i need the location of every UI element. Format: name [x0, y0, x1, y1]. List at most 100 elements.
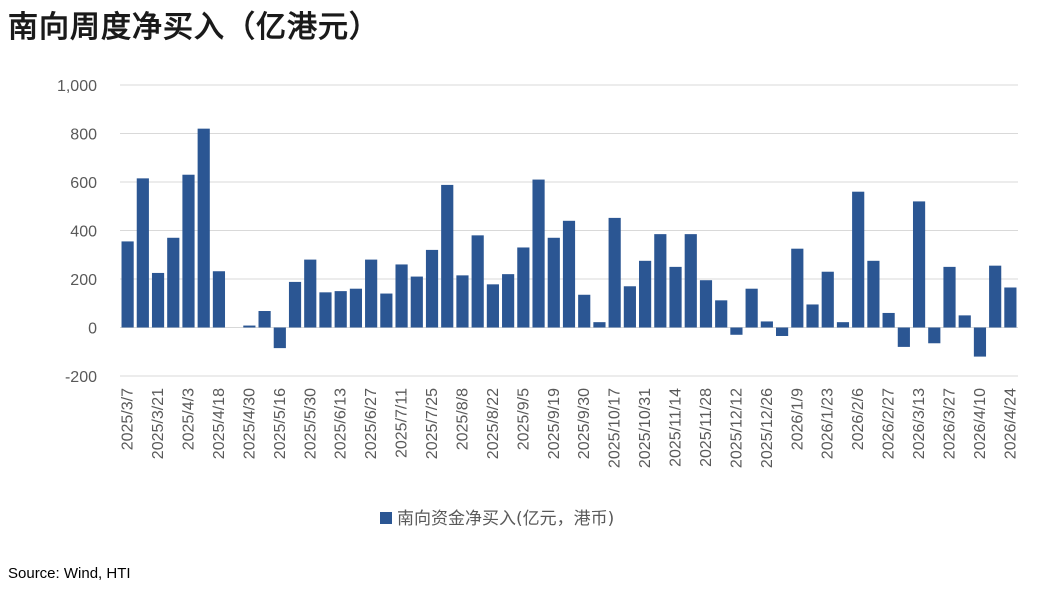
- bar: [410, 276, 423, 328]
- x-tick-label: 2025/7/25: [424, 388, 441, 459]
- bar: [760, 321, 773, 328]
- bar: [441, 184, 454, 328]
- bar: [1004, 287, 1017, 328]
- bar: [775, 327, 789, 336]
- x-tick-label: 2025/12/26: [759, 388, 776, 468]
- bar: [258, 311, 271, 328]
- bar: [639, 260, 652, 328]
- bar: [395, 264, 408, 328]
- y-tick-label: 0: [88, 321, 97, 338]
- bar: [654, 234, 667, 328]
- bar: [745, 288, 758, 328]
- bar: [882, 312, 895, 328]
- bar: [547, 237, 560, 328]
- bar: [562, 220, 576, 328]
- y-tick-label: 1,000: [57, 78, 97, 95]
- x-tick-label: 2025/7/11: [394, 388, 411, 458]
- x-tick-label: 2026/1/9: [789, 388, 806, 450]
- x-tick-label: 2026/2/27: [881, 388, 898, 459]
- x-tick-label: 2026/2/6: [850, 388, 867, 450]
- bar: [958, 315, 971, 328]
- bar: [502, 274, 515, 328]
- x-tick-label: 2025/3/7: [120, 388, 137, 450]
- bar: [791, 248, 804, 328]
- source-note: Source: Wind, HTI: [8, 565, 131, 582]
- x-tick-label: 2025/9/30: [576, 388, 593, 459]
- bar: [897, 327, 910, 347]
- bar: [578, 294, 591, 328]
- x-tick-label: 2025/5/30: [302, 388, 319, 459]
- bar: [288, 281, 302, 328]
- x-tick-label: 2026/3/13: [911, 388, 928, 459]
- bar: [699, 280, 713, 328]
- y-tick-label: 800: [70, 127, 97, 144]
- x-tick-label: 2026/3/27: [942, 388, 959, 459]
- bar: [973, 327, 987, 357]
- y-tick-label: 200: [70, 272, 97, 289]
- bar: [319, 292, 332, 328]
- bar: [212, 271, 226, 328]
- x-tick-label: 2025/9/19: [546, 388, 563, 459]
- bar: [821, 271, 834, 328]
- x-tick-label: 2025/10/17: [607, 388, 624, 468]
- bar: [532, 179, 545, 328]
- x-tick-label: 2025/8/8: [454, 388, 471, 450]
- y-axis: -200 0 200 400 600 800 1,000: [57, 78, 97, 386]
- bar: [715, 300, 728, 328]
- legend-swatch: [380, 512, 392, 524]
- bar: [517, 247, 530, 328]
- bar: [349, 288, 363, 328]
- bar: [182, 174, 195, 328]
- bar: [836, 322, 850, 328]
- bar: [623, 286, 636, 328]
- bar: [380, 293, 393, 328]
- bar: [304, 259, 317, 328]
- bar: [486, 284, 499, 328]
- bar: [425, 249, 439, 328]
- legend-label: 南向资金净买入(亿元，港币): [397, 509, 614, 529]
- bar: [243, 325, 256, 328]
- x-tick-label: 2025/4/3: [180, 388, 197, 450]
- bar: [989, 265, 1002, 328]
- chart-title: 南向周度净买入（亿港元）: [8, 10, 380, 45]
- x-tick-label: 2025/3/21: [150, 388, 167, 459]
- y-tick-label: 600: [70, 175, 97, 192]
- x-tick-label: 2025/5/16: [272, 388, 289, 459]
- x-tick-label: 2025/11/14: [668, 388, 685, 467]
- x-tick-label: 2025/10/31: [637, 388, 654, 468]
- x-tick-label: 2025/4/18: [211, 388, 228, 459]
- x-tick-label: 2025/4/30: [241, 388, 258, 459]
- bar: [943, 266, 956, 328]
- x-tick-label: 2025/6/27: [363, 388, 380, 459]
- x-tick-label: 2025/11/28: [698, 388, 715, 467]
- x-tick-label: 2025/6/13: [333, 388, 350, 459]
- bar: [136, 178, 149, 328]
- bar: [197, 128, 210, 328]
- legend: 南向资金净买入(亿元，港币): [380, 509, 614, 529]
- bar: [669, 266, 682, 328]
- x-tick-label: 2026/4/24: [1002, 388, 1019, 459]
- bar: [684, 234, 697, 328]
- y-tick-label: 400: [70, 224, 97, 241]
- x-axis: 2025/3/7 2025/3/21 2025/4/3 2025/4/18 2025/4…: [120, 388, 1020, 468]
- bar: [730, 327, 743, 335]
- x-tick-label: 2025/8/22: [485, 388, 502, 459]
- bar: [151, 272, 165, 328]
- bar: [608, 217, 621, 328]
- bar: [167, 237, 180, 328]
- bar: [471, 235, 484, 328]
- bar: [121, 241, 134, 328]
- y-tick-label: -200: [65, 369, 97, 386]
- bar: [334, 291, 347, 328]
- bar: [867, 260, 880, 328]
- bar: [593, 322, 606, 328]
- x-tick-label: 2026/4/10: [972, 388, 989, 459]
- bar: [456, 275, 469, 328]
- x-tick-label: 2025/12/12: [728, 388, 745, 468]
- bar: [912, 201, 926, 328]
- bar: [852, 191, 865, 328]
- bar: [928, 327, 941, 344]
- bar: [806, 304, 819, 328]
- bar: [273, 327, 286, 349]
